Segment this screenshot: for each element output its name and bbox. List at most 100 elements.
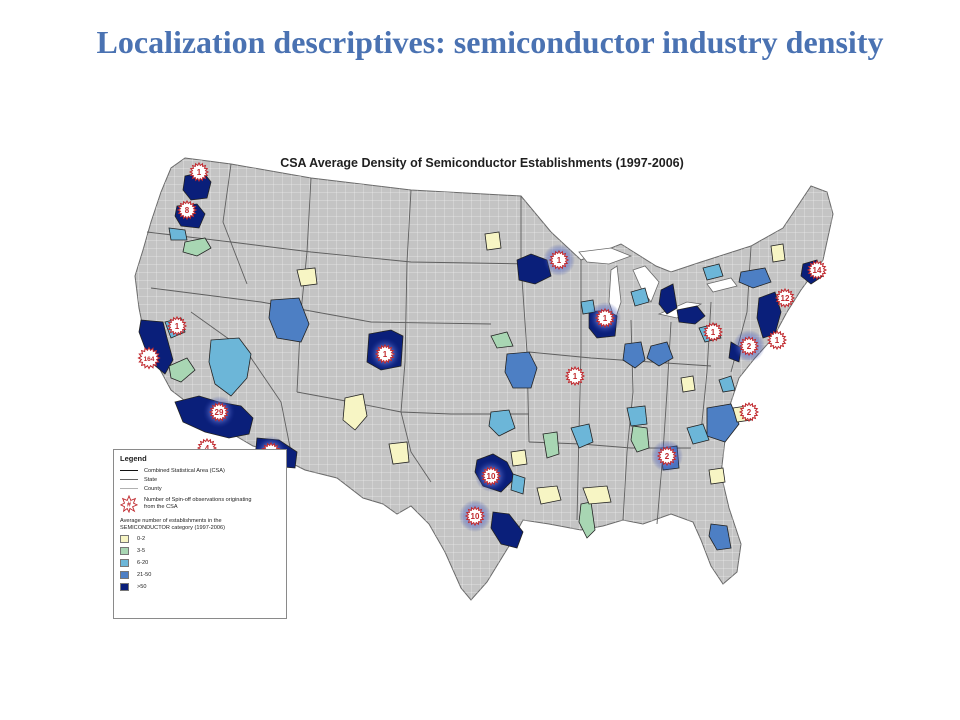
csa-baton-rouge [582,485,612,505]
spinoff-star-icon [176,199,198,221]
spinoff-count: 1 [383,350,388,359]
legend-cat-2-label: 6-20 [137,559,149,566]
legend-spinoff-label: Number of Spin-off observations originat… [144,497,252,510]
csa-salt-lake [268,297,310,343]
csa-las-vegas [208,337,252,397]
legend-cat-3: 21-50 [120,569,280,580]
spinoff-marker: 2 [738,401,760,423]
legend-state-label: State [144,476,158,483]
spinoff-count: 2 [747,342,752,351]
spinoff-marker: 14 [806,259,828,281]
spinoff-marker: 12 [774,287,796,309]
spinoff-marker: 164 [137,346,161,370]
csa-regions [138,171,824,551]
spinoff-markers: 181164294111010111121121422 [137,161,828,532]
spinoff-star-icon [548,249,570,271]
spinoff-star-icon [188,161,210,183]
legend-cat-0: 0-2 [120,533,280,544]
csa-orlando [708,523,732,551]
spinoff-star-icon [656,445,678,467]
csa-fargo [484,231,502,251]
spinoff-star-icon [766,329,788,351]
swatch-over-50 [120,582,129,591]
lake-ontario [706,277,738,293]
spinoff-star-icon [774,287,796,309]
spinoff-count: 1 [775,336,780,345]
csa-savannah [708,467,726,485]
csa-portland [168,227,188,241]
legend-cat-1: 3-5 [120,545,280,556]
spinoff-star-icon [374,343,396,365]
spinoff-marker: 1 [188,161,210,183]
legend-csa-row: Combined Statistical Area (CSA) [120,466,280,475]
swatch-6-20 [120,558,129,567]
csa-cleveland [676,305,706,325]
spinoff-star-icon: # [120,495,138,513]
map-legend: Legend Combined Statistical Area (CSA) S… [113,449,287,619]
spinoff-marker: 2 [651,440,683,472]
spinoff-marker: 1 [702,321,724,343]
csa-tyler [510,449,528,467]
spinoff-marker: 1 [564,365,586,387]
spinoff-count: 8 [185,206,190,215]
county-line-symbol [120,488,138,489]
spinoff-marker: 10 [475,460,507,492]
spinoff-count: 1 [175,322,180,331]
csa-san-antonio [510,473,526,495]
legend-cat-3-label: 21-50 [137,571,152,578]
swatch-0-2 [120,534,129,543]
legend-cat-2: 6-20 [120,557,280,568]
swatch-3-5 [120,546,129,555]
spinoff-marker: 8 [176,199,198,221]
legend-category-heading: Average number of establishments in the … [120,518,225,531]
csa-boise [296,267,318,287]
csa-charleston-wv [680,375,696,393]
legend-cat-1-label: 3-5 [137,547,146,554]
csa-shreveport [536,485,562,505]
csa-richmond [718,375,736,393]
spinoff-count: 4 [205,444,210,453]
legend-title: Legend [120,454,147,463]
csa-little-rock [542,431,560,459]
spinoff-star-icon [702,321,724,343]
csa-burlington [770,243,786,263]
legend-county-label: County [144,485,162,492]
state-line-symbol [120,479,138,480]
csa-grand-rapids [630,287,650,307]
spinoff-marker: 1 [543,244,575,276]
spinoff-star-icon [738,335,760,357]
csa-san-jose-sf [138,319,174,375]
spinoff-star-icon [480,465,502,487]
spinoff-marker: 2 [733,330,765,362]
spinoff-star-icon [738,401,760,423]
spinoff-star-icon [208,401,230,423]
spinoff-marker: 1 [166,315,188,337]
csa-albuquerque [342,393,368,431]
csa-indianapolis [622,341,646,369]
spinoff-count: 10 [487,472,496,481]
map-title: CSA Average Density of Semiconductor Est… [280,156,684,170]
spinoff-star-icon [137,346,161,370]
swatch-21-50 [120,570,129,579]
spinoff-count: 164 [144,356,155,363]
legend-cat-4-label: >50 [137,583,147,590]
csa-houston [490,511,524,549]
legend-spinoff-row: # Number of Spin-off observations origin… [120,494,280,514]
spinoff-count: 2 [665,452,670,461]
spinoff-count: 12 [781,294,790,303]
legend-cat-4: >50 [120,581,280,592]
csa-minneapolis [516,253,552,285]
csa-columbus [646,341,674,367]
lake-superior [578,247,633,265]
spinoff-count: 29 [215,408,224,417]
legend-csa-label: Combined Statistical Area (CSA) [144,467,225,474]
csa-birmingham [630,425,650,453]
spinoff-marker: 1 [766,329,788,351]
density-map: 181164294111010111121121422 CSA Average … [111,152,853,625]
spinoff-count: 1 [197,168,202,177]
csa-nashville [626,405,648,427]
spinoff-star-icon [166,315,188,337]
legend-state-row: State [120,475,280,484]
legend-spinoff-symbol: # [127,500,131,509]
legend-cat-0-label: 0-2 [137,535,146,542]
